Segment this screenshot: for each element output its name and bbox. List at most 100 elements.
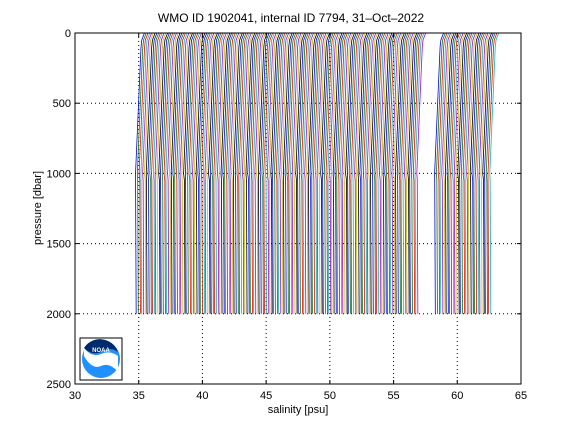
profile-line-136 — [375, 32, 386, 314]
profile-line-178 — [450, 32, 460, 314]
profile-line-105 — [320, 32, 330, 314]
profile-line-83 — [281, 32, 291, 314]
profile-line-177 — [448, 32, 459, 314]
profile-line-170 — [435, 32, 446, 314]
profile-line-38 — [200, 32, 211, 314]
profile-line-15 — [160, 32, 170, 314]
profile-line-95 — [302, 32, 313, 314]
profile-line-100 — [311, 32, 322, 314]
profile-line-194 — [478, 32, 489, 314]
profile-line-26 — [179, 32, 190, 314]
profile-line-189 — [469, 32, 480, 314]
profile-line-79 — [273, 32, 284, 314]
profile-line-112 — [332, 32, 343, 314]
profile-line-131 — [366, 32, 377, 314]
profile-line-50 — [222, 32, 233, 314]
profile-line-90 — [293, 32, 304, 314]
profile-line-196 — [482, 32, 492, 314]
profile-line-57 — [234, 32, 245, 314]
x-tick-label-55: 55 — [387, 390, 399, 402]
profile-line-148 — [396, 32, 407, 314]
profile-line-37 — [199, 32, 209, 314]
profile-line-35 — [195, 32, 206, 314]
profile-line-187 — [466, 32, 476, 314]
x-tick-label-65: 65 — [515, 390, 527, 402]
profile-line-124 — [354, 32, 364, 314]
profile-line-94 — [300, 32, 311, 314]
profile-line-173 — [441, 32, 452, 314]
profile-line-48 — [218, 32, 229, 314]
profile-line-17 — [163, 32, 174, 314]
profile-line-150 — [400, 32, 411, 314]
profile-line-98 — [307, 32, 318, 314]
y-tick-label-2000: 2000 — [47, 309, 71, 321]
profile-line-138 — [379, 32, 389, 314]
profile-line-140 — [382, 32, 393, 314]
profile-line-104 — [318, 32, 329, 314]
profile-line-68 — [254, 32, 265, 314]
profile-line-122 — [350, 32, 361, 314]
profile-line-21 — [170, 32, 181, 314]
profile-line-22 — [172, 32, 183, 314]
y-tick-label-2500: 2500 — [47, 379, 71, 391]
profile-line-74 — [265, 32, 275, 314]
profile-line-54 — [229, 32, 240, 314]
profile-line-152 — [403, 32, 414, 314]
profile-line-169 — [434, 32, 444, 314]
profile-line-96 — [304, 32, 314, 314]
profile-line-53 — [227, 32, 238, 314]
profile-line-89 — [291, 32, 302, 314]
profile-line-101 — [313, 32, 323, 314]
profile-line-106 — [322, 32, 332, 314]
profile-line-61 — [241, 32, 252, 314]
profile-line-27 — [181, 32, 192, 314]
profile-line-145 — [391, 32, 402, 314]
profile-line-103 — [316, 32, 327, 314]
profile-line-29 — [184, 32, 195, 314]
profile-line-115 — [338, 32, 348, 314]
profile-line-134 — [371, 32, 382, 314]
profile-line-121 — [348, 32, 359, 314]
profile-line-70 — [257, 32, 268, 314]
x-tick-label-45: 45 — [260, 390, 272, 402]
profile-line-18 — [165, 32, 176, 314]
profile-line-47 — [217, 32, 227, 314]
plot-area: 30 35 40 45 50 55 60 65 0 500 1000 1500 2000 2500 — [47, 28, 528, 402]
profile-line-9 — [149, 32, 160, 314]
profile-line-56 — [233, 32, 243, 314]
axes-frame — [74, 32, 522, 385]
profile-line-199 — [487, 32, 498, 314]
profile-line-132 — [368, 32, 379, 314]
profile-line-36 — [197, 32, 208, 314]
profile-line-5 — [142, 32, 152, 314]
profile-line-133 — [370, 32, 380, 314]
profile-line-11 — [152, 32, 163, 314]
chart-title: WMO ID 1902041, internal ID 7794, 31–Oct… — [158, 11, 424, 25]
y-tick-label-500: 500 — [53, 98, 71, 110]
profile-line-2 — [136, 32, 147, 314]
profile-line-76 — [268, 32, 279, 314]
profile-line-86 — [286, 32, 297, 314]
profile-line-181 — [455, 32, 466, 314]
profile-line-182 — [457, 32, 468, 314]
profile-line-200 — [489, 32, 500, 314]
profile-line-25 — [177, 32, 188, 314]
profile-line-45 — [213, 32, 224, 314]
y-tick-label-1000: 1000 — [47, 168, 71, 180]
profile-line-129 — [362, 32, 373, 314]
profile-line-85 — [284, 32, 295, 314]
logo-text: NOAA — [92, 348, 110, 354]
profile-line-87 — [288, 32, 298, 314]
profile-line-108 — [325, 32, 336, 314]
profile-line-10 — [151, 32, 161, 314]
logo-bird — [84, 339, 118, 354]
profile-line-72 — [261, 32, 272, 314]
profile-line-7 — [145, 32, 156, 314]
profile-line-175 — [444, 32, 455, 314]
profile-line-137 — [377, 32, 387, 314]
profile-line-172 — [439, 32, 450, 314]
profile-line-64 — [247, 32, 257, 314]
salinity-profiles — [135, 32, 500, 314]
profile-line-80 — [275, 32, 286, 314]
